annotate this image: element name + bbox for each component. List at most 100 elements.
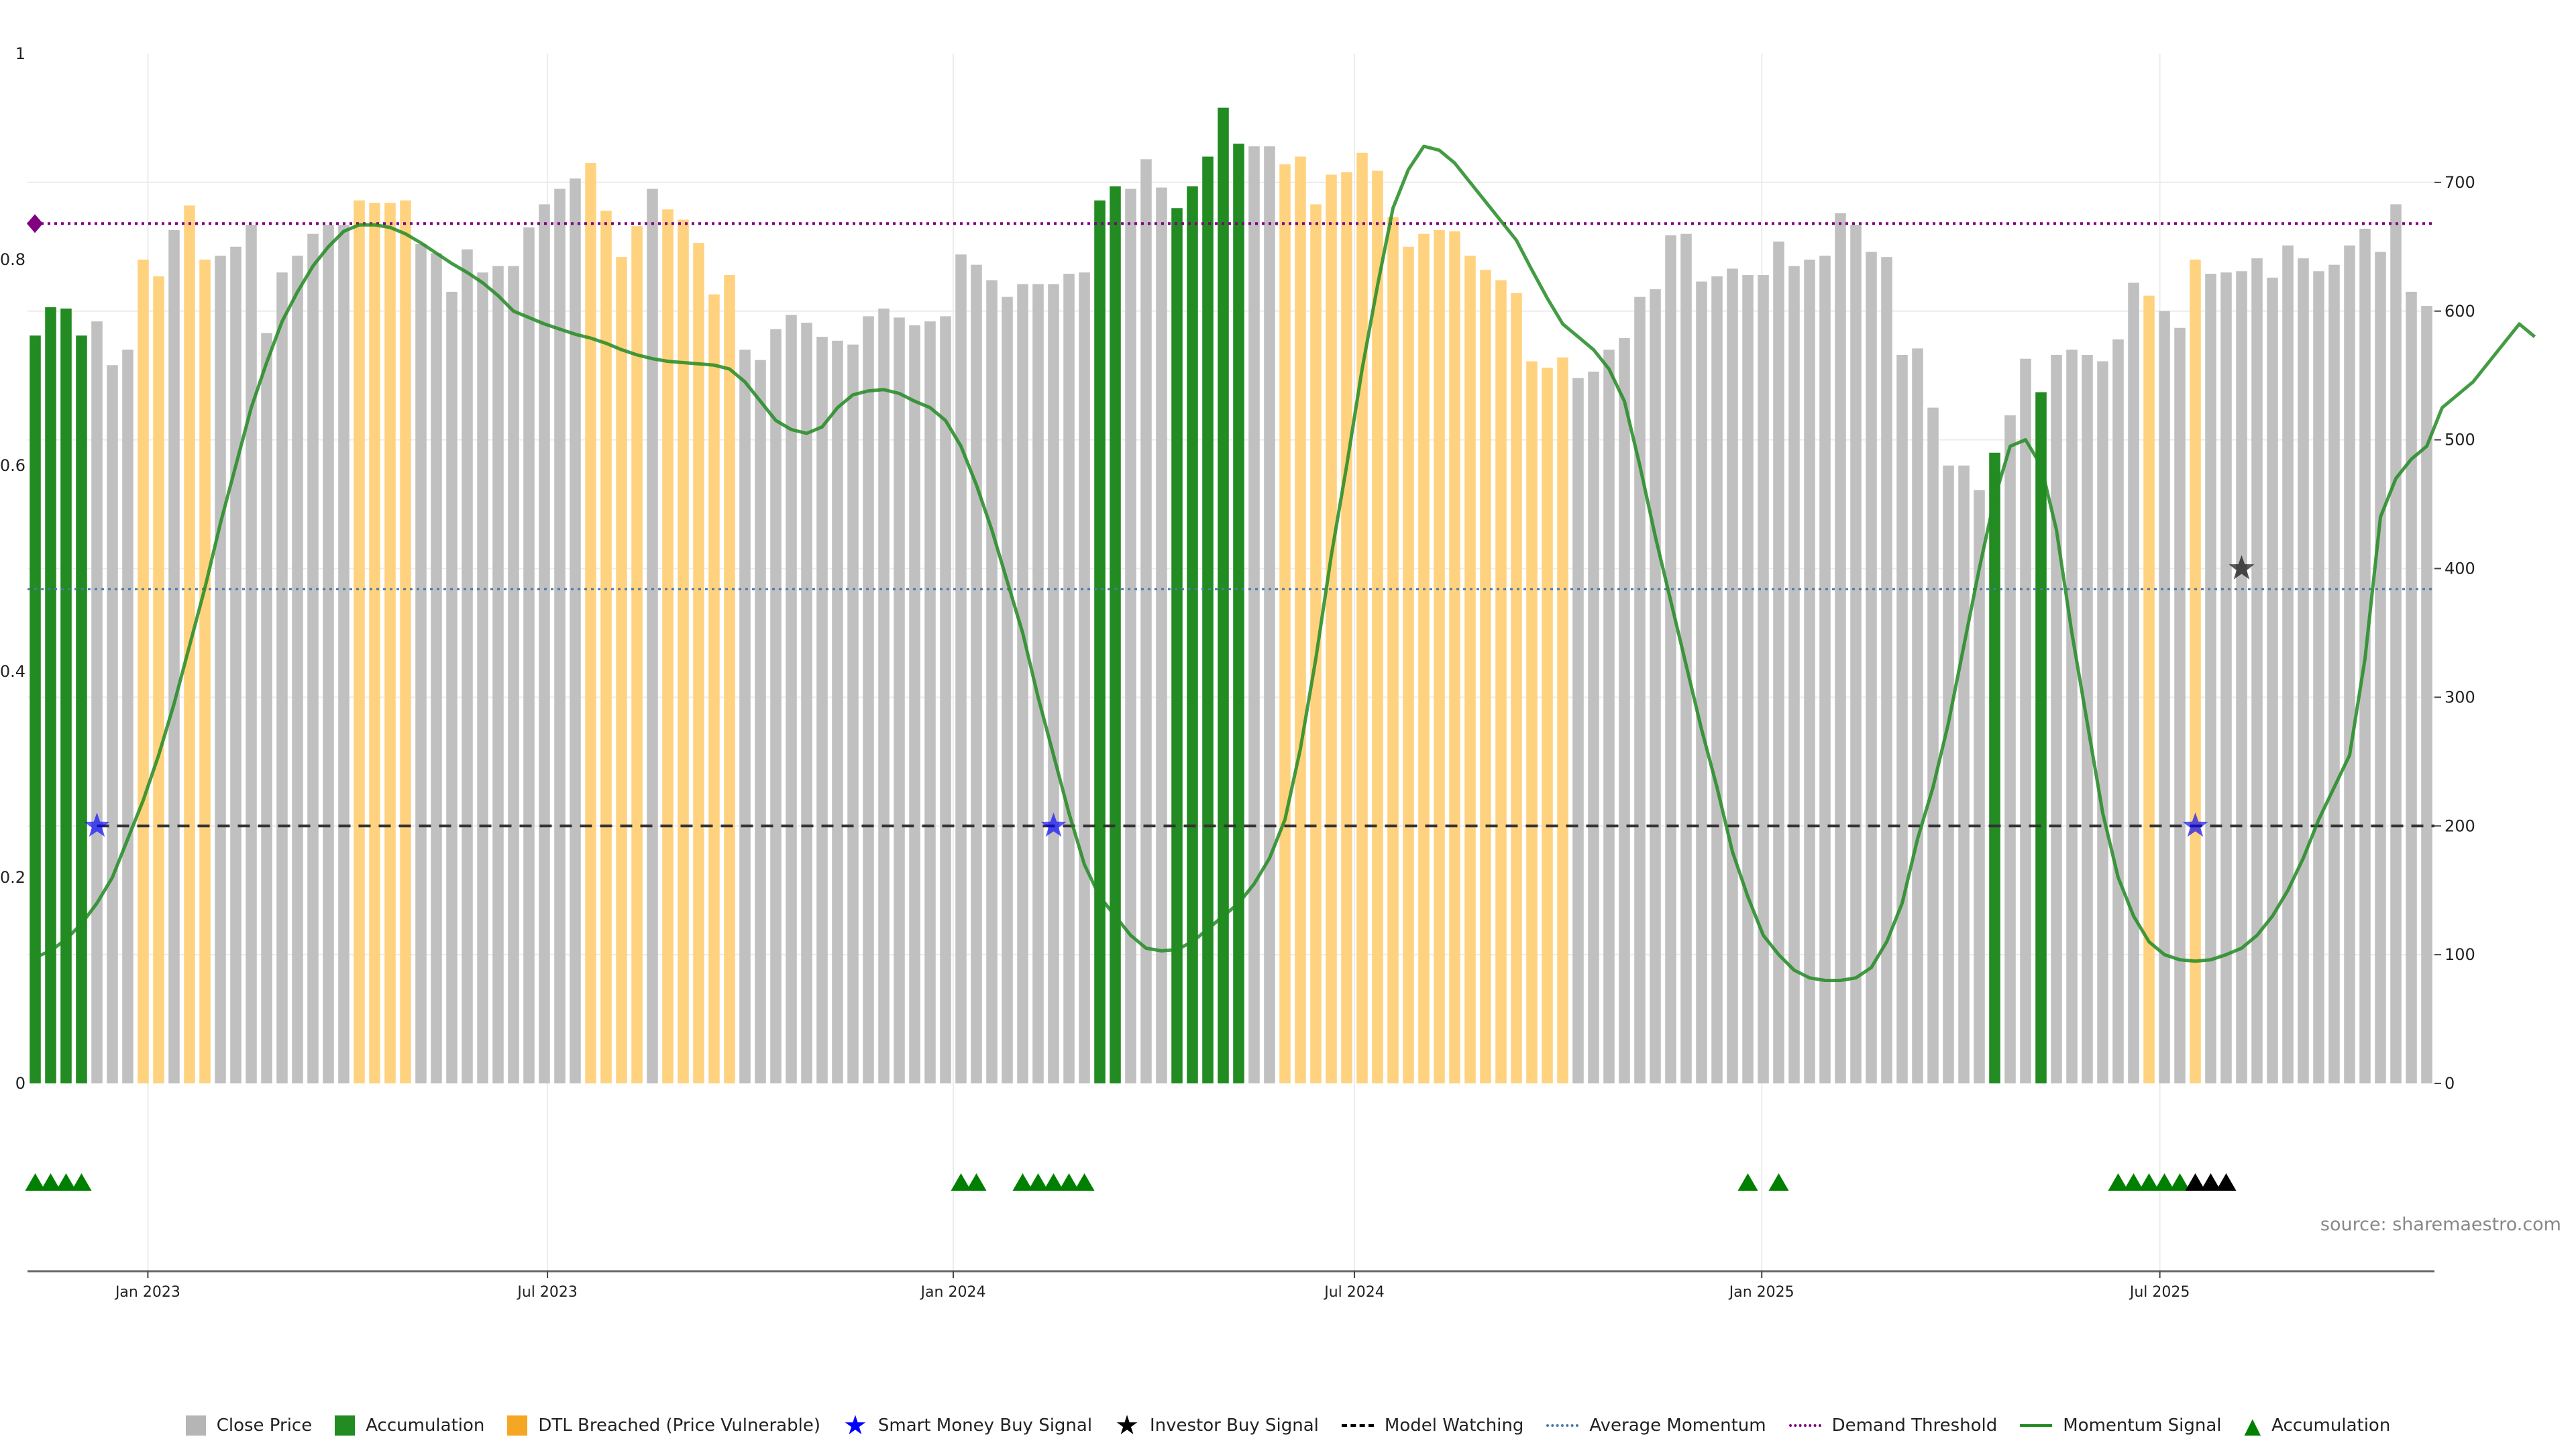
investor-triangle-icon bbox=[2200, 1173, 2221, 1191]
bar bbox=[369, 203, 380, 1084]
bar bbox=[1619, 338, 1630, 1084]
accumulation-triangle-icon bbox=[966, 1173, 987, 1191]
legend-label: Model Watching bbox=[1384, 1415, 1524, 1436]
bar bbox=[1572, 378, 1584, 1083]
bar bbox=[446, 291, 458, 1083]
bar bbox=[1526, 361, 1538, 1083]
bar bbox=[30, 335, 41, 1083]
y-right-tick-label: 100 bbox=[2445, 945, 2475, 964]
bar bbox=[631, 226, 643, 1083]
bar bbox=[354, 200, 365, 1083]
bar bbox=[138, 260, 149, 1083]
bar bbox=[323, 225, 334, 1084]
legend-star-icon: ★ bbox=[843, 1410, 867, 1441]
y-left-tick-label: 0.8 bbox=[0, 250, 25, 269]
x-tick-label: Jan 2024 bbox=[920, 1284, 986, 1301]
bar bbox=[1788, 266, 1800, 1083]
bar bbox=[2020, 358, 2031, 1083]
y-right-tick-label: 600 bbox=[2445, 302, 2475, 321]
bar bbox=[153, 276, 164, 1084]
bar bbox=[1140, 159, 1152, 1083]
bar bbox=[76, 335, 87, 1083]
bar bbox=[1418, 233, 1430, 1083]
accumulation-triangle-icon bbox=[1012, 1173, 1033, 1191]
legend-item: Momentum Signal bbox=[2020, 1415, 2222, 1436]
bar bbox=[1187, 186, 1198, 1084]
bar bbox=[2267, 277, 2278, 1083]
bar bbox=[384, 203, 396, 1084]
bar bbox=[307, 233, 319, 1083]
bar bbox=[230, 246, 241, 1083]
bar bbox=[1356, 152, 1368, 1083]
bar bbox=[2051, 354, 2062, 1083]
bar bbox=[1773, 241, 1784, 1084]
bar bbox=[1202, 156, 1214, 1083]
y-right-tick-label: 300 bbox=[2445, 688, 2475, 706]
demand-threshold-diamond-icon bbox=[27, 214, 43, 233]
bar bbox=[786, 315, 797, 1084]
bar bbox=[1634, 297, 1646, 1083]
bar bbox=[2375, 252, 2386, 1083]
accumulation-triangle-icon bbox=[1059, 1173, 1079, 1191]
bar bbox=[1958, 466, 1970, 1083]
bar bbox=[1542, 368, 1553, 1083]
bar bbox=[770, 329, 782, 1083]
bar bbox=[1896, 354, 1908, 1083]
bar bbox=[1094, 200, 1106, 1083]
smart-money-star-icon bbox=[2182, 812, 2208, 837]
accumulation-triangle-icon bbox=[2154, 1173, 2175, 1191]
legend-triangle-icon: ▲ bbox=[2244, 1413, 2261, 1438]
bars bbox=[30, 107, 2432, 1084]
bar bbox=[2143, 295, 2155, 1084]
y-left-tick-label: 0.6 bbox=[0, 456, 25, 475]
bar bbox=[2421, 306, 2432, 1084]
bar bbox=[215, 256, 226, 1083]
legend-line-icon bbox=[1546, 1424, 1579, 1427]
bar bbox=[1603, 350, 1615, 1083]
y-right-tick-label: 200 bbox=[2445, 816, 2475, 835]
bar bbox=[168, 229, 180, 1083]
legend-line-icon bbox=[1788, 1424, 1821, 1427]
bar bbox=[2112, 339, 2124, 1083]
bar bbox=[246, 225, 257, 1084]
bar bbox=[1017, 284, 1028, 1083]
bar bbox=[1835, 213, 1846, 1083]
bar bbox=[2097, 361, 2108, 1083]
bar bbox=[1002, 297, 1013, 1083]
y-right-tick-label: 400 bbox=[2445, 559, 2475, 578]
bar bbox=[1372, 170, 1383, 1084]
bar bbox=[462, 249, 473, 1083]
bar bbox=[1464, 256, 1476, 1083]
bar bbox=[693, 243, 704, 1083]
bar bbox=[554, 189, 566, 1083]
bar bbox=[986, 280, 998, 1084]
bar bbox=[2328, 264, 2340, 1083]
accumulation-triangle-icon bbox=[56, 1173, 76, 1191]
bar bbox=[1341, 172, 1352, 1083]
bar bbox=[1511, 292, 1522, 1084]
bar bbox=[400, 200, 411, 1083]
bar bbox=[909, 325, 920, 1084]
bar bbox=[2298, 258, 2309, 1083]
bar bbox=[1557, 357, 1568, 1084]
y-right-tick-label: 500 bbox=[2445, 431, 2475, 449]
bar bbox=[122, 350, 133, 1083]
bar bbox=[1326, 174, 1337, 1083]
bar bbox=[1866, 252, 1877, 1083]
bar bbox=[2236, 271, 2247, 1083]
legend-label: DTL Breached (Price Vulnerable) bbox=[538, 1415, 820, 1436]
bar bbox=[1110, 186, 1121, 1084]
bar bbox=[508, 266, 519, 1083]
bar bbox=[1218, 107, 1229, 1083]
bar bbox=[431, 253, 442, 1083]
legend-line-icon bbox=[1341, 1424, 1374, 1427]
reference-lines bbox=[28, 222, 2434, 828]
bar bbox=[1171, 208, 1183, 1083]
bar bbox=[492, 266, 504, 1083]
momentum-signal-path bbox=[34, 144, 2536, 982]
bar bbox=[2128, 282, 2139, 1084]
bar bbox=[1048, 284, 1059, 1083]
accumulation-triangle-icon bbox=[71, 1173, 92, 1191]
bar bbox=[1943, 466, 1954, 1083]
legend-item: Demand Threshold bbox=[1788, 1415, 1997, 1436]
